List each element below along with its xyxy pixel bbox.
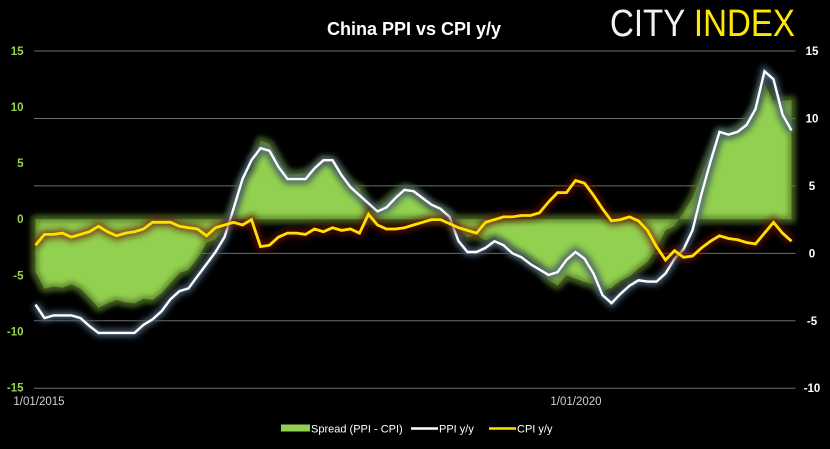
svg-text:CPI y/y: CPI y/y — [517, 424, 553, 436]
svg-text:10: 10 — [11, 102, 24, 114]
svg-text:1/01/2020: 1/01/2020 — [550, 396, 601, 408]
svg-text:0: 0 — [809, 248, 815, 260]
svg-text:China PPI vs CPI y/y: China PPI vs CPI y/y — [327, 19, 501, 39]
svg-text:PPI y/y: PPI y/y — [439, 424, 474, 436]
svg-text:CITY INDEX: CITY INDEX — [610, 2, 795, 45]
svg-text:10: 10 — [806, 114, 819, 126]
svg-text:5: 5 — [809, 181, 816, 193]
svg-text:15: 15 — [806, 46, 819, 58]
svg-text:-10: -10 — [7, 326, 24, 338]
svg-text:1/01/2015: 1/01/2015 — [13, 396, 64, 408]
svg-text:Spread (PPI - CPI): Spread (PPI - CPI) — [311, 424, 403, 436]
svg-text:0: 0 — [17, 214, 23, 226]
svg-text:-5: -5 — [13, 270, 24, 282]
svg-text:-5: -5 — [807, 316, 818, 328]
svg-text:-10: -10 — [804, 383, 821, 395]
svg-text:15: 15 — [11, 46, 24, 58]
svg-text:-15: -15 — [7, 382, 24, 394]
svg-text:5: 5 — [17, 158, 24, 170]
